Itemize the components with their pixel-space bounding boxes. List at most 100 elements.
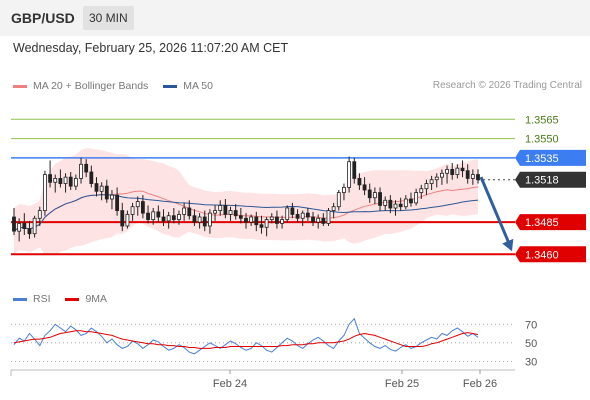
rsi-tick-50: 50 [525,338,537,350]
candle-body [434,176,439,181]
candle [218,200,223,216]
level-label-1.3460: 1.3460 [525,249,559,261]
candle-body [84,163,89,173]
candle [223,199,228,219]
candle-body [305,212,310,218]
candle-body [120,210,125,227]
candle-body [208,212,212,227]
rsi-swatch [13,297,27,301]
candle-body [347,161,352,188]
candle-body [259,224,264,228]
candle [259,215,264,234]
candle [336,190,341,211]
candle [146,205,150,224]
candle [393,200,398,216]
candle-body [238,215,243,219]
level-tag-1.3518 [515,171,586,188]
candle-body [197,216,202,223]
rsi-ma-legend-label: 9MA [85,293,108,305]
candle-body [233,210,238,217]
candle [378,187,382,211]
candle [409,192,413,207]
candle [192,209,197,226]
candle [213,205,217,221]
candle-body [63,176,68,184]
candle-body [213,210,217,214]
candle [27,220,32,239]
level-label-1.3565: 1.3565 [525,114,559,126]
candle [104,179,109,203]
candle-body [73,178,78,187]
candle-body [393,203,398,209]
candle-body [398,203,403,208]
candle-body [388,199,393,209]
candle-body [244,217,248,223]
candle [295,209,300,223]
candle-body [326,210,331,224]
candle-body [182,207,187,215]
candle-body [177,214,181,220]
candle [135,196,140,216]
candle [388,195,393,214]
candle [321,213,326,226]
candle [182,202,187,221]
bollinger-band-area [14,148,478,255]
timeframe-button[interactable]: 30 MIN [83,6,134,30]
candle-body [342,187,346,193]
rsi-tick-30: 30 [525,356,537,368]
candle [275,210,279,229]
candle [440,169,444,185]
candle-body [32,217,37,235]
rsi-legend-label: RSI [33,293,51,305]
candle [311,211,315,226]
candle-body [424,183,429,190]
candle [264,217,269,237]
candle [156,205,161,223]
candle [357,173,362,190]
level-tag-1.3460 [515,246,586,263]
candle [115,187,120,216]
candle [32,215,37,238]
candle [300,210,305,226]
candle-body [362,184,367,191]
candle [419,184,424,199]
ma50-line [13,194,479,232]
candle [73,174,78,190]
candle [48,160,52,188]
candle [177,210,181,225]
candle-body [321,217,326,224]
candle [398,197,403,211]
candle-body [146,212,150,220]
candle-body [352,161,357,179]
rsi-pane: 70 50 30 [11,317,537,368]
ma50-legend-label: MA 50 [183,80,213,92]
level-label-1.3485: 1.3485 [525,217,559,229]
candle [84,159,89,178]
rsi-legend: RSI 9MA [13,293,107,305]
candle [285,205,290,223]
candle-body [249,216,254,223]
candle-body [223,205,228,215]
candle-body [89,171,94,184]
x-tick-Feb-25: Feb 25 [385,378,419,390]
candle [342,183,346,201]
candle-body [99,185,104,192]
candle [94,177,99,197]
candle [68,172,73,190]
candle [254,211,259,232]
candle [58,169,63,188]
candle [316,214,321,229]
candle-body [37,210,42,219]
candle [238,208,243,224]
x-tick-Feb-24: Feb 24 [213,378,247,390]
candle-body [166,215,171,222]
candle-body [295,214,300,219]
candle [367,183,372,203]
candle-body [17,223,22,232]
candle-body [269,216,274,220]
candle [424,179,429,196]
candle [460,160,465,178]
candle-body [300,212,305,219]
candle-body [115,194,120,211]
candle-body [228,210,233,215]
